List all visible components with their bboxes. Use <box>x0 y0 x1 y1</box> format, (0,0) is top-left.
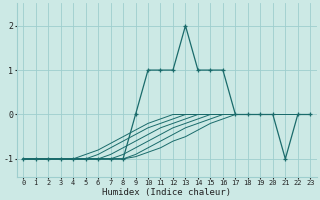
X-axis label: Humidex (Indice chaleur): Humidex (Indice chaleur) <box>102 188 231 197</box>
